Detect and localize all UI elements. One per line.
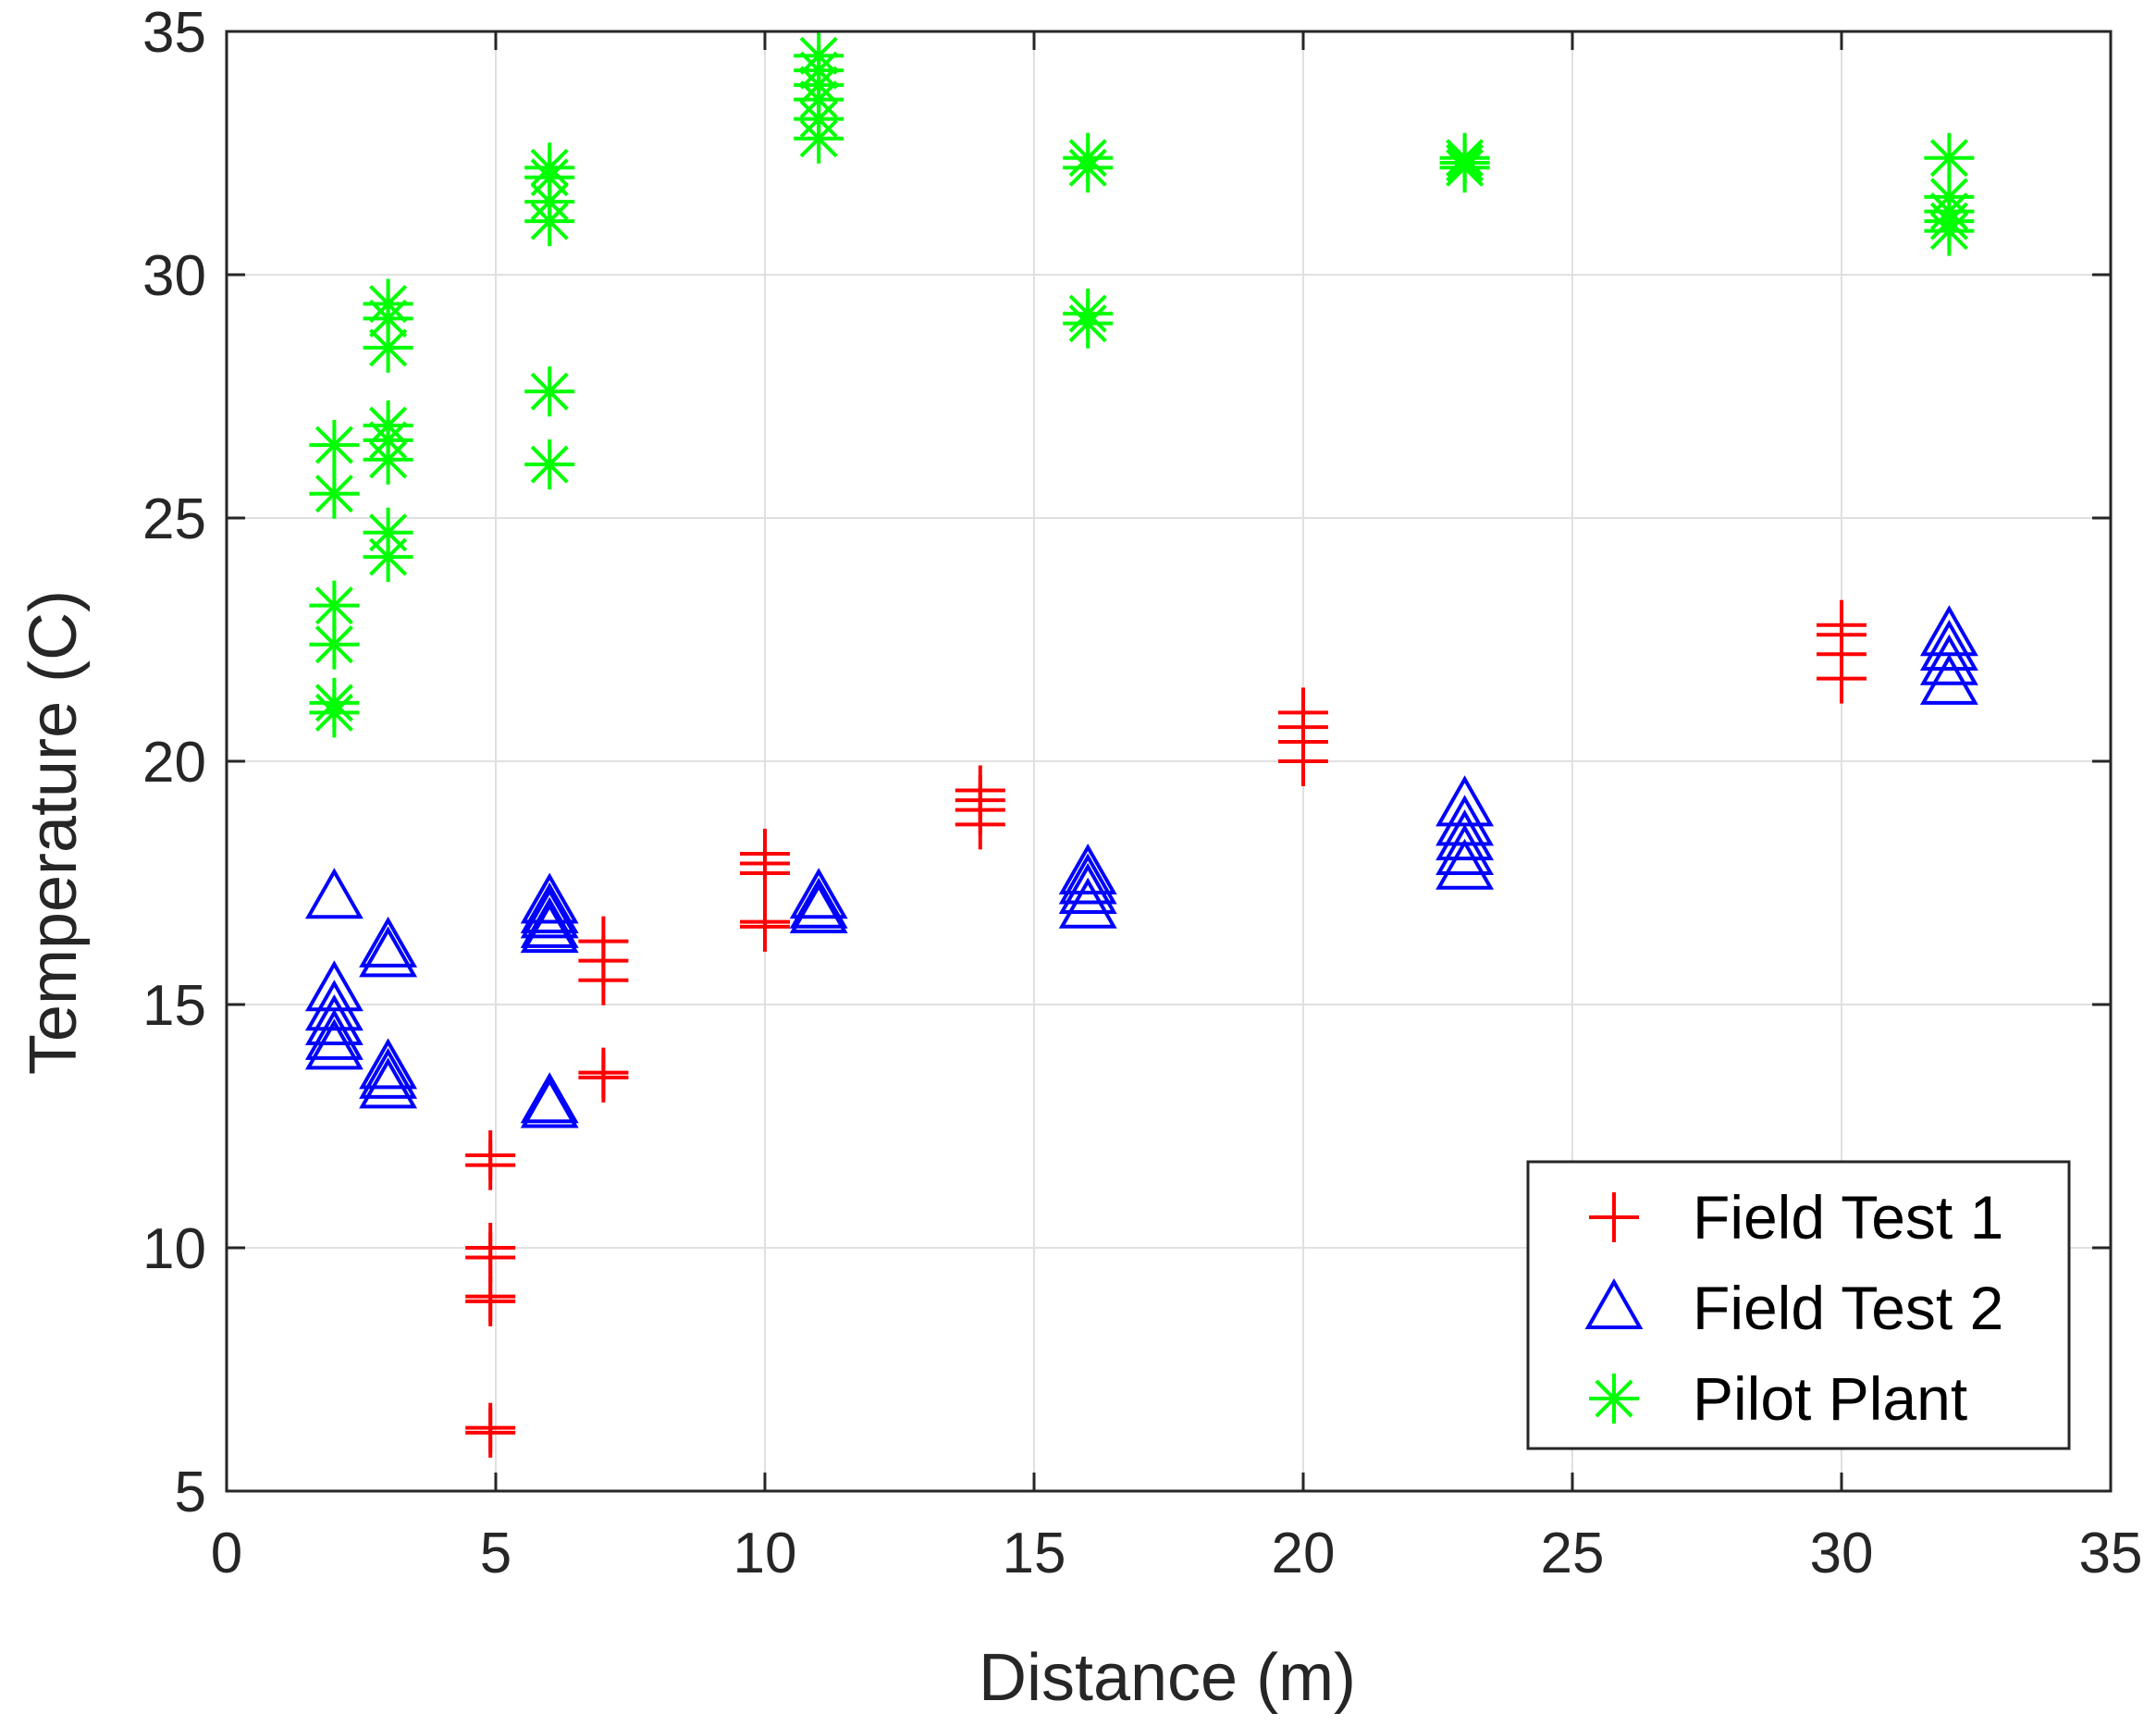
- x-tick-label: 35: [2079, 1522, 2143, 1585]
- triangle-marker: [1058, 877, 1117, 929]
- legend-entry: Pilot Plant: [1589, 1364, 1967, 1433]
- y-axis-label: Temperature (C): [17, 590, 91, 1075]
- triangle-marker: [1919, 634, 1978, 685]
- triangle-marker: [789, 882, 848, 934]
- triangle-marker: [304, 980, 363, 1031]
- triangle-marker: [304, 1008, 363, 1060]
- y-tick-label: 10: [142, 1217, 206, 1281]
- triangle-marker: [789, 868, 848, 919]
- plus-marker: [465, 1276, 516, 1326]
- plus-marker: [1278, 736, 1328, 786]
- triangle-marker: [359, 1038, 418, 1090]
- triangle-marker: [1058, 862, 1117, 915]
- triangle-marker: [359, 926, 418, 978]
- asterisk-marker: [309, 580, 360, 631]
- legend-asterisk-marker: [1589, 1374, 1639, 1424]
- x-tick-label: 0: [211, 1522, 242, 1585]
- asterisk-marker: [363, 532, 413, 583]
- legend-triangle-marker: [1584, 1277, 1644, 1329]
- asterisk-marker: [524, 366, 575, 417]
- triangle-marker: [520, 872, 579, 924]
- asterisk-marker: [363, 322, 413, 373]
- y-tick-label: 5: [175, 1461, 206, 1524]
- plus-marker: [1817, 653, 1866, 704]
- legend-label: Field Test 1: [1693, 1183, 2003, 1251]
- triangle-marker: [304, 1018, 363, 1070]
- series-pilot-plant: [309, 31, 1975, 738]
- triangle-marker: [520, 902, 579, 954]
- asterisk-marker: [524, 439, 575, 490]
- triangle-marker: [1435, 823, 1495, 875]
- triangle-marker: [520, 887, 579, 939]
- asterisk-marker: [309, 619, 360, 670]
- legend-label: Field Test 2: [1693, 1274, 2003, 1342]
- y-tick-label: 25: [142, 487, 206, 551]
- asterisk-marker: [309, 420, 360, 471]
- asterisk-marker: [1063, 142, 1114, 193]
- series-field-test-2: [304, 605, 1978, 1128]
- triangle-marker: [1058, 843, 1117, 894]
- data-markers: [304, 31, 1978, 1458]
- legend-entry: Field Test 2: [1584, 1274, 2003, 1342]
- y-tick-label: 15: [142, 974, 206, 1038]
- plus-marker: [740, 847, 790, 898]
- triangle-marker: [1058, 853, 1117, 905]
- asterisk-marker: [794, 113, 844, 164]
- triangle-marker: [520, 1077, 579, 1128]
- y-tick-label: 30: [142, 244, 206, 308]
- triangle-marker: [359, 1057, 418, 1109]
- asterisk-marker: [1063, 298, 1114, 349]
- plus-marker: [955, 799, 1005, 850]
- triangle-marker: [359, 916, 418, 968]
- triangle-marker: [1435, 809, 1495, 861]
- plus-marker: [578, 1052, 629, 1103]
- plus-marker: [465, 1407, 516, 1458]
- asterisk-marker: [309, 687, 360, 738]
- asterisk-marker: [309, 468, 360, 519]
- triangle-marker: [359, 1047, 418, 1099]
- triangle-marker: [520, 882, 579, 934]
- legend: Field Test 1 Field Test 2 Pilot Plant: [1526, 1160, 2071, 1450]
- grid-lines: [227, 31, 2111, 1491]
- asterisk-marker: [363, 434, 413, 485]
- y-tick-label: 35: [142, 1, 206, 65]
- x-tick-label: 25: [1541, 1522, 1605, 1585]
- legend-entry: Field Test 1: [1589, 1183, 2003, 1251]
- x-tick-label: 20: [1272, 1522, 1336, 1585]
- triangle-marker: [1919, 619, 1978, 672]
- plus-marker: [740, 901, 790, 952]
- x-tick-label: 15: [1003, 1522, 1066, 1585]
- axes-frame: [225, 30, 2113, 1493]
- asterisk-marker: [1439, 142, 1490, 193]
- triangle-marker: [520, 1072, 579, 1124]
- triangle-marker: [304, 868, 363, 919]
- x-tick-label: 5: [480, 1522, 511, 1585]
- x-tick-label: 10: [733, 1522, 797, 1585]
- y-tick-label: 20: [142, 731, 206, 795]
- triangle-marker: [304, 994, 363, 1046]
- asterisk-marker: [1924, 205, 1975, 256]
- triangle-marker: [1435, 838, 1495, 890]
- series-field-test-1: [465, 599, 1866, 1458]
- legend-label: Pilot Plant: [1693, 1364, 1967, 1433]
- plus-marker: [465, 1140, 516, 1190]
- legend-entries: Field Test 1 Field Test 2 Pilot Plant: [1584, 1183, 2003, 1433]
- triangle-marker: [1919, 653, 1978, 705]
- plus-marker: [578, 955, 629, 1005]
- x-tick-label: 30: [1810, 1522, 1874, 1585]
- triangle-marker: [789, 877, 848, 929]
- triangle-marker: [520, 896, 579, 948]
- asterisk-marker: [524, 196, 575, 247]
- x-axis-label: Distance (m): [979, 1641, 1356, 1715]
- legend-plus-marker: [1589, 1192, 1639, 1242]
